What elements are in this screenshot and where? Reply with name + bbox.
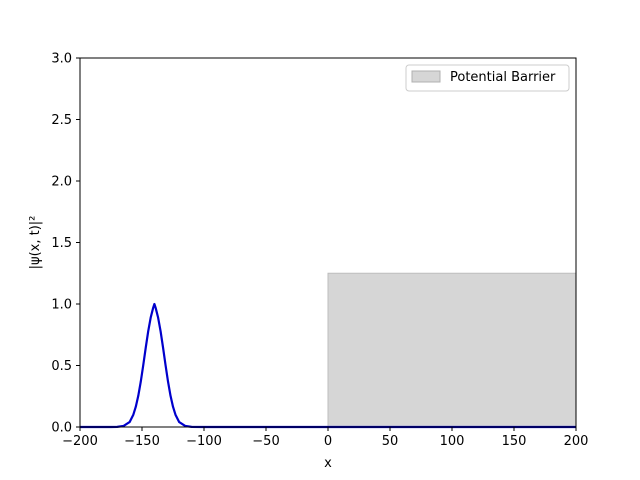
y-tick-label: 0.0 [51,421,72,436]
legend-box [405,64,570,92]
legend-label-potential-barrier: Potential Barrier [450,70,556,85]
potential-barrier-area [327,272,577,428]
y-axis: 0.0 0.5 1.0 1.5 2.0 2.5 3.0 [51,52,80,436]
x-tick-label: −150 [124,434,160,449]
x-tick-label: −50 [252,434,279,449]
x-tick-label: −200 [62,434,98,449]
x-axis-label: x [324,456,332,471]
plot-area [80,272,577,429]
y-tick-label: 1.0 [51,298,72,313]
x-tick-label: 100 [440,434,465,449]
y-tick-label: 2.5 [51,113,72,128]
y-tick-label: 1.5 [51,236,72,251]
x-tick-label: 150 [502,434,527,449]
y-tick-label: 3.0 [51,52,72,67]
y-tick-label: 2.0 [51,175,72,190]
y-axis-label: |ψ(x, t)|² [28,216,43,270]
legend-swatch-potential-barrier [411,70,441,83]
x-tick-label: 50 [382,434,399,449]
x-axis: −200 −150 −100 −50 0 50 100 150 200 [62,427,588,449]
legend: Potential Barrier [405,64,570,92]
y-tick-label: 0.5 [51,359,72,374]
x-tick-label: −100 [186,434,222,449]
x-tick-label: 200 [564,434,589,449]
x-tick-label: 0 [324,434,332,449]
